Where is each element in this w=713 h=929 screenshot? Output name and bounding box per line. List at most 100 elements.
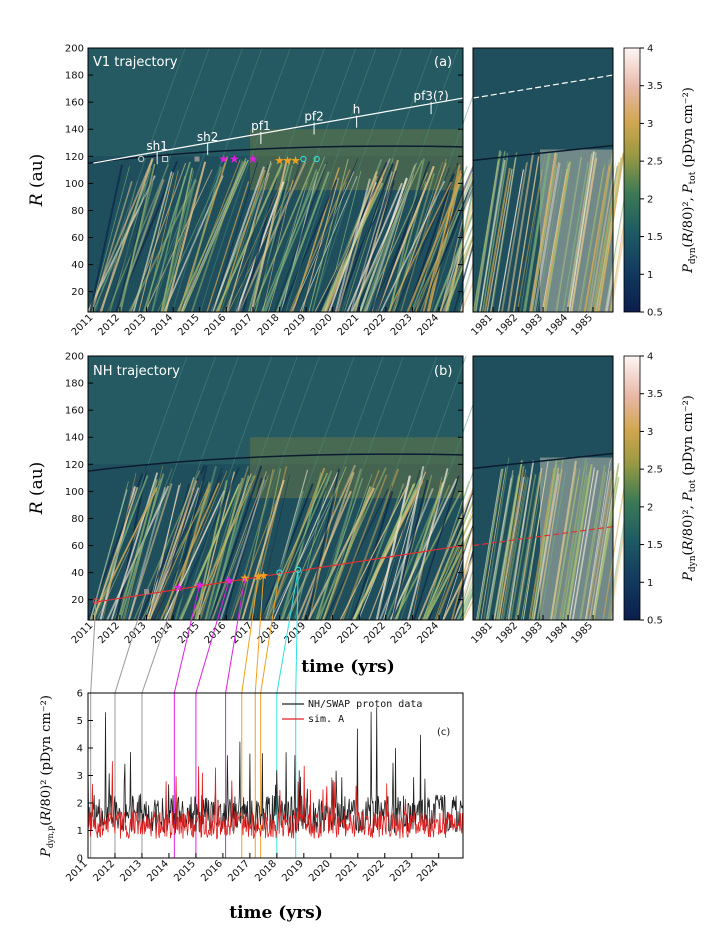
stream-streak xyxy=(387,181,452,313)
panel-c-ylabel: Pdyn,p(R/80)² (pDyn cm⁻²) xyxy=(39,695,55,858)
stream-streak xyxy=(196,471,236,621)
x-tick-label: 2011 xyxy=(64,858,90,884)
side-streak xyxy=(497,465,525,621)
panel-c-letter: (c) xyxy=(437,727,450,738)
stream-streak xyxy=(308,158,349,313)
x-tick-label: 2021 xyxy=(334,858,360,884)
series-sim-a xyxy=(87,761,464,840)
annotation-label: sh2 xyxy=(197,130,219,144)
side-x-tick-label: 1983 xyxy=(519,312,545,338)
stream-streak xyxy=(329,474,388,621)
x-tick-label: 2023 xyxy=(388,858,414,884)
stream-streak xyxy=(293,158,359,313)
stream-streak xyxy=(230,482,284,621)
stream-streak xyxy=(276,171,330,313)
stream-streak xyxy=(281,472,323,621)
event-connector xyxy=(114,591,147,694)
colorbar-tick-label: 1.5 xyxy=(647,232,663,243)
side-streak xyxy=(549,460,577,621)
colorbar-tick-label: 1 xyxy=(647,578,653,589)
colorbar-tick-label: 0.5 xyxy=(647,308,663,319)
shock-arc xyxy=(206,355,298,621)
event-connector xyxy=(241,576,259,694)
side-x-tick-label: 1981 xyxy=(469,312,495,338)
shock-arc xyxy=(181,355,273,621)
event-connector xyxy=(260,572,280,694)
y-tick-label: 180 xyxy=(65,379,84,390)
stream-streak xyxy=(413,475,460,621)
x-tick-label: 2016 xyxy=(203,312,229,338)
stream-streak xyxy=(299,175,358,313)
side-streak xyxy=(486,168,513,313)
side-termination-shock xyxy=(472,144,614,162)
stream-streak xyxy=(301,177,340,313)
side-streak xyxy=(522,152,550,313)
panel-b-colorbar-label: Pdyn(R/80)², Ptot (pDyn cm⁻²) xyxy=(681,395,698,582)
shock-arc xyxy=(118,47,210,313)
colorbar-tick-label: 4 xyxy=(647,44,653,55)
side-streak xyxy=(475,151,502,313)
y-tick-label: 5 xyxy=(77,716,83,727)
x-tick-label: 2012 xyxy=(91,858,117,884)
stream-streak xyxy=(160,167,194,313)
stream-streak xyxy=(324,488,389,621)
colorbar-tick-label: 3 xyxy=(647,119,653,130)
shock-arc xyxy=(367,47,459,313)
stream-streak xyxy=(393,161,443,313)
shock-arc xyxy=(265,47,357,313)
y-tick-label: 3 xyxy=(77,771,83,782)
side-streak xyxy=(509,473,537,621)
stream-streak xyxy=(264,169,318,313)
x-tick-label: 2019 xyxy=(282,312,308,338)
x-tick-label: 2022 xyxy=(362,620,388,646)
shock-arc xyxy=(234,47,326,313)
stream-streak xyxy=(189,483,251,621)
panel-b: ★ ★ ★ ★ ★★ NH trajectory (b) 204060801001201… xyxy=(27,352,638,677)
stream-streak xyxy=(334,178,371,313)
side-x-tick-label: 1983 xyxy=(519,620,545,646)
stream-streak xyxy=(375,475,411,621)
x-tick-label: 2024 xyxy=(415,312,441,338)
stream-streak xyxy=(169,467,240,621)
y-tick-label: 140 xyxy=(65,125,84,136)
stream-streak xyxy=(92,486,139,621)
y-tick-label: 2 xyxy=(77,799,83,810)
y-tick-label: 20 xyxy=(71,595,84,606)
side-streak xyxy=(516,467,543,621)
stream-streak xyxy=(180,159,241,313)
shock-arc xyxy=(94,47,186,313)
panel-c: 0 1 2 3 4 5 6 2011 2012 2013 2014 2015 2016 2017 2018… xyxy=(39,689,464,923)
stream-streak xyxy=(99,157,154,313)
x-tick-label: 2015 xyxy=(172,858,198,884)
stream-streak xyxy=(289,169,351,313)
stream-streak xyxy=(269,487,337,621)
side-streak xyxy=(579,465,606,621)
event-connector xyxy=(141,587,179,694)
side-x-tick-label: 1982 xyxy=(494,312,520,338)
x-tick-label: 2015 xyxy=(176,312,202,338)
side-streak xyxy=(517,476,544,621)
side-streak xyxy=(520,151,546,313)
stream-streak xyxy=(322,486,372,621)
stream-streak xyxy=(250,160,288,313)
panel-b-ylabel: R (au) xyxy=(27,462,47,516)
stream-streak xyxy=(422,480,483,621)
x-tick-label: 2013 xyxy=(123,312,149,338)
panel-b-texture xyxy=(87,355,549,621)
stream-streak xyxy=(389,478,458,621)
side-streak xyxy=(562,462,589,621)
shock-arc xyxy=(152,47,244,313)
annotation-label: h xyxy=(353,103,361,117)
side-streak xyxy=(487,474,514,621)
panel-a-colorbar-ticks: 0.5 1 1.5 2 2.5 3 3.5 4 xyxy=(640,44,663,319)
side-streak xyxy=(568,467,596,621)
stream-streak xyxy=(204,477,244,621)
stream-streak xyxy=(352,483,421,621)
panel-b-colorbar: 0.5 1 1.5 2 2.5 3 3.5 4 Pdyn(R/80)², Ptot (pDyn… xyxy=(623,352,698,627)
stream-streak xyxy=(180,161,247,313)
x-tick-label: 2015 xyxy=(176,620,202,646)
stream-streak xyxy=(421,164,479,313)
x-tick-label: 2022 xyxy=(361,858,387,884)
stream-streak xyxy=(149,488,208,621)
stream-streak xyxy=(162,178,197,313)
